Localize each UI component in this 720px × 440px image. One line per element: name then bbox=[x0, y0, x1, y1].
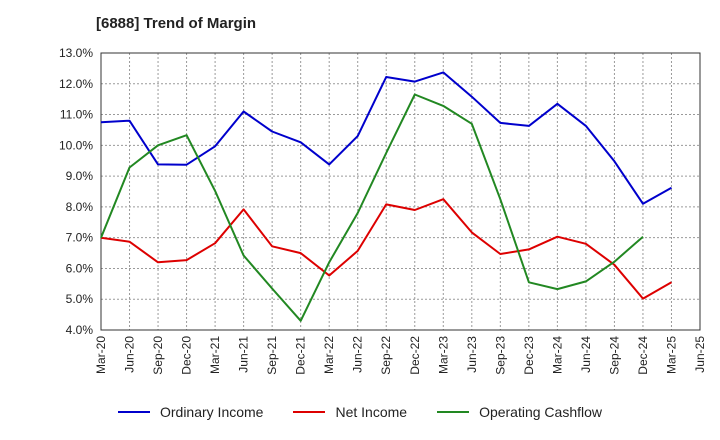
x-tick-label: Jun-25 bbox=[693, 336, 707, 373]
x-tick-label: Jun-21 bbox=[237, 336, 251, 373]
plot-frame bbox=[100, 52, 701, 331]
x-tick-label: Jun-22 bbox=[351, 336, 365, 373]
series-line-ordinary-income bbox=[100, 71, 672, 205]
y-tick-label: 7.0% bbox=[66, 231, 94, 245]
x-tick-label: Dec-24 bbox=[636, 336, 650, 375]
y-tick-label: 5.0% bbox=[66, 292, 94, 306]
legend-item-ordinary-income: Ordinary Income bbox=[117, 404, 264, 420]
x-tick-label: Dec-21 bbox=[294, 336, 308, 375]
legend-label-ordinary-income: Ordinary Income bbox=[159, 404, 264, 420]
legend-label-net-income: Net Income bbox=[335, 404, 408, 420]
x-tick-label: Dec-22 bbox=[408, 336, 422, 375]
y-tick-label: 4.0% bbox=[66, 323, 94, 337]
margin-line-chart: 4.0% 5.0% 6.0% 7.0% 8.0% 9.0% 10.0% 11.0% 12.0% 1… bbox=[59, 46, 707, 375]
x-tick-label: Dec-20 bbox=[180, 336, 194, 375]
legend-swatch-net-income bbox=[293, 411, 326, 413]
x-tick-label: Sep-22 bbox=[379, 336, 393, 375]
legend-item-net-income: Net Income bbox=[293, 404, 407, 420]
x-tick-label: Mar-20 bbox=[94, 336, 108, 374]
x-tick-label: Mar-22 bbox=[322, 336, 336, 374]
series-line-operating-cashflow bbox=[100, 93, 644, 322]
x-tick-label: Jun-23 bbox=[465, 336, 479, 373]
chart-title: [6888] Trend of Margin bbox=[96, 15, 257, 32]
x-tick-label: Sep-23 bbox=[493, 336, 507, 375]
y-tick-label: 9.0% bbox=[66, 169, 94, 183]
y-tick-label: 6.0% bbox=[66, 261, 94, 275]
x-tick-label: Dec-23 bbox=[522, 336, 536, 375]
chart-legend: Ordinary Income Net Income Operating Cas… bbox=[0, 404, 720, 420]
x-tick-label: Jun-24 bbox=[579, 336, 593, 373]
series-line-net-income bbox=[100, 198, 672, 300]
legend-item-operating-cashflow: Operating Cashflow bbox=[437, 404, 602, 420]
x-tick-label: Jun-20 bbox=[123, 336, 137, 373]
y-tick-label: 13.0% bbox=[59, 46, 93, 60]
legend-swatch-operating-cashflow bbox=[437, 411, 470, 413]
y-tick-label: 12.0% bbox=[59, 77, 93, 91]
x-tick-label: Mar-24 bbox=[550, 336, 564, 374]
y-tick-label: 8.0% bbox=[66, 200, 94, 214]
y-tick-label: 10.0% bbox=[59, 138, 93, 152]
x-tick-label: Sep-21 bbox=[265, 336, 279, 375]
legend-swatch-ordinary-income bbox=[117, 411, 150, 413]
y-tick-label: 11.0% bbox=[60, 108, 93, 122]
legend-label-operating-cashflow: Operating Cashflow bbox=[479, 404, 603, 420]
x-tick-label: Sep-24 bbox=[607, 336, 621, 375]
x-tick-label: Mar-23 bbox=[436, 336, 450, 374]
x-tick-label: Mar-25 bbox=[664, 336, 678, 374]
x-tick-label: Mar-21 bbox=[208, 336, 222, 374]
x-tick-label: Sep-20 bbox=[151, 336, 165, 375]
